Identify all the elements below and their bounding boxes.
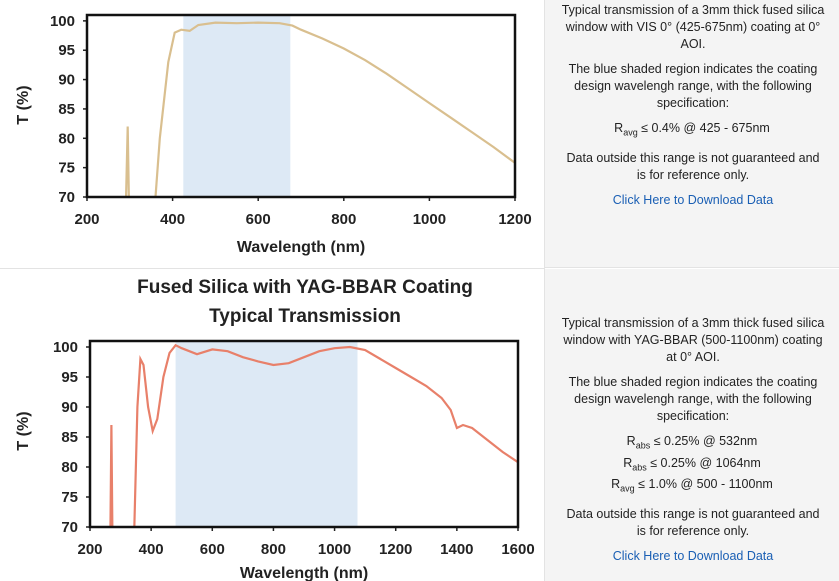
description-text: The blue shaded region indicates the coa… bbox=[568, 375, 818, 423]
y-tick-label: 75 bbox=[61, 489, 78, 506]
spec-symbol: R bbox=[614, 121, 624, 135]
x-tick-label: 600 bbox=[246, 211, 271, 228]
chart-title: Fused Silica with YAG-BBAR Coating bbox=[137, 277, 473, 298]
description-cell: Typical transmission of a 3mm thick fuse… bbox=[545, 269, 839, 581]
spec-subscript: abs bbox=[632, 462, 647, 472]
y-tick-label: 95 bbox=[58, 42, 75, 59]
spec-text: ≤ 0.25% @ 1064nm bbox=[646, 455, 761, 470]
y-tick-label: 100 bbox=[53, 339, 78, 356]
y-axis-label: T (%) bbox=[15, 411, 32, 450]
spec-line: Ravg ≤ 0.4% @ 425 - 675nm bbox=[545, 120, 839, 142]
y-tick-label: 80 bbox=[58, 130, 75, 147]
x-tick-label: 200 bbox=[77, 541, 102, 558]
x-tick-label: 1600 bbox=[501, 541, 534, 558]
y-tick-label: 95 bbox=[61, 369, 78, 386]
spec-symbol: R bbox=[611, 477, 621, 491]
specs: Ravg ≤ 0.4% @ 425 - 675nm bbox=[545, 120, 839, 142]
spec-text: ≤ 0.25% @ 532nm bbox=[650, 434, 758, 448]
spec-subscript: avg bbox=[623, 127, 638, 138]
x-tick-label: 400 bbox=[160, 211, 185, 228]
chart: 200 400 600 800 1000 1200 70 75 80 85 90 95 100 Wavel… bbox=[15, 13, 532, 256]
x-tick-label: 1000 bbox=[413, 211, 446, 228]
description-cell: Typical transmission of a 3mm thick fuse… bbox=[545, 0, 839, 268]
y-tick-label: 100 bbox=[50, 13, 75, 30]
x-axis-label: Wavelength (nm) bbox=[237, 239, 365, 256]
spec-subscript: avg bbox=[620, 483, 635, 494]
x-tick-label: 1000 bbox=[318, 541, 351, 558]
x-tick-label: 400 bbox=[139, 541, 164, 558]
note: Data outside this range is not guarantee… bbox=[566, 150, 820, 182]
x-axis-label: Wavelength (nm) bbox=[240, 565, 368, 581]
x-tick-label: 1200 bbox=[498, 211, 531, 228]
chart-cell: 200 400 600 800 1000 1200 1400 1600 70 75 80 85 90 95… bbox=[0, 269, 545, 581]
x-tick-label: 800 bbox=[331, 211, 356, 228]
x-tick-label: 1200 bbox=[379, 541, 412, 558]
shaded-range bbox=[175, 341, 358, 527]
spec-line: Rabs ≤ 0.25% @ 1064nm bbox=[545, 455, 839, 477]
note: Data outside this range is not guarantee… bbox=[566, 506, 820, 538]
plot-frame bbox=[85, 13, 517, 199]
spec-symbol: R bbox=[623, 455, 633, 470]
x-tick-label: 200 bbox=[74, 211, 99, 228]
y-tick-label: 70 bbox=[61, 519, 78, 536]
y-tick-label: 90 bbox=[58, 72, 75, 89]
download-link[interactable]: Click Here to Download Data bbox=[612, 192, 774, 207]
shaded-range bbox=[183, 15, 291, 197]
spec-line: Rabs ≤ 0.25% @ 532nm bbox=[545, 433, 839, 455]
spec-text: ≤ 1.0% @ 500 - 1100nm bbox=[634, 477, 773, 491]
spec-line: Ravg ≤ 1.0% @ 500 - 1100nm bbox=[545, 476, 839, 498]
specs: Rabs ≤ 0.25% @ 532nm Rabs ≤ 0.25% @ 1064n… bbox=[545, 433, 839, 498]
chart: 200 400 600 800 1000 1200 1400 1600 70 75 80 85 90 95… bbox=[15, 277, 535, 581]
spec-text: ≤ 0.4% @ 425 - 675nm bbox=[637, 121, 770, 135]
description-text: Typical transmission of a 3mm thick fuse… bbox=[561, 3, 825, 51]
chart-cell: 200 400 600 800 1000 1200 70 75 80 85 90 95 100 Wavel… bbox=[0, 0, 545, 269]
y-tick-label: 90 bbox=[61, 399, 78, 416]
x-tick-label: 800 bbox=[261, 541, 286, 558]
y-tick-label: 70 bbox=[58, 189, 75, 206]
transmission-line bbox=[124, 21, 515, 197]
spec-subscript: abs bbox=[635, 440, 651, 451]
description-text: The blue shaded region indicates the coa… bbox=[568, 62, 818, 110]
x-tick-label: 1400 bbox=[440, 541, 473, 558]
download-link[interactable]: Click Here to Download Data bbox=[612, 548, 774, 563]
y-axis-label: T (%) bbox=[15, 85, 32, 124]
spec-symbol: R bbox=[626, 434, 636, 448]
y-tick-label: 75 bbox=[58, 160, 75, 177]
chart-title: Typical Transmission bbox=[209, 306, 401, 327]
x-tick-label: 600 bbox=[200, 541, 225, 558]
description-text: Typical transmission of a 3mm thick fuse… bbox=[561, 316, 825, 364]
y-tick-label: 85 bbox=[58, 101, 75, 118]
transmission-line bbox=[109, 343, 518, 527]
y-tick-label: 85 bbox=[61, 429, 78, 446]
y-tick-label: 80 bbox=[61, 459, 78, 476]
plot-frame bbox=[88, 339, 520, 529]
